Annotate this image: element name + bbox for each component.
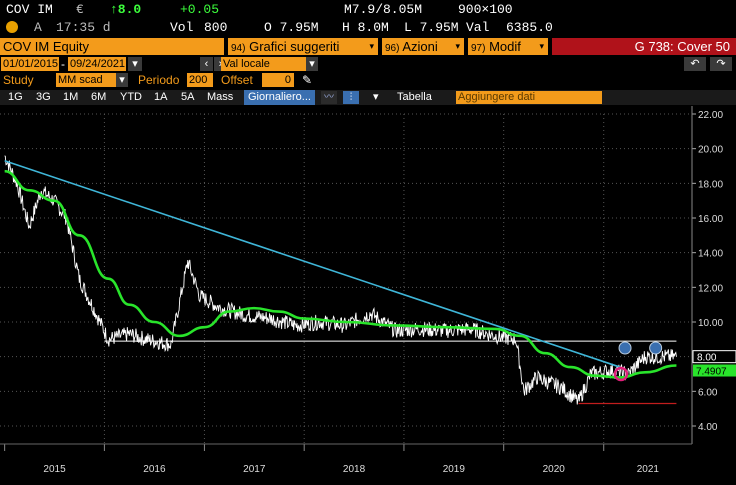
date-range-bar: 01/01/2015 - 09/24/2021 ▾ ‹ › Val locale… (0, 57, 736, 72)
last-time: 17:35 d (56, 20, 111, 35)
open-price: O 7.95M (264, 20, 319, 35)
price-tag-label: 8.00 (697, 353, 717, 364)
dropdown-arrow-icon: ▾ (369, 41, 374, 51)
table-button[interactable]: Tabella (397, 91, 432, 103)
period-label: Periodo (138, 73, 180, 87)
ticker-bar-2: A 17:35 d Vol 800 O 7.95M H 8.0M L 7.95M… (0, 18, 736, 36)
security-field[interactable]: COV IM Equity (0, 38, 224, 55)
price-change: +0.05 (180, 2, 220, 17)
security-bar: COV IM Equity 94) Grafici suggeriti ▾ 96… (0, 38, 736, 55)
y-tick-label: 18.00 (698, 179, 723, 190)
range-1g[interactable]: 1G (8, 91, 23, 103)
highlight-circle (613, 366, 629, 382)
x-tick-label: 2021 (637, 464, 660, 475)
x-tick-label: 2019 (443, 464, 466, 475)
redo-button[interactable]: ↷ (710, 57, 732, 71)
range-ytd[interactable]: YTD (120, 91, 142, 103)
y-tick-label: 20.00 (698, 145, 723, 156)
candle-chart-icon[interactable]: ⫶ (343, 91, 359, 104)
ticker-symbol[interactable]: COV IM (6, 2, 53, 17)
pencil-icon[interactable]: ✎ (302, 73, 313, 87)
currency: € (76, 2, 84, 17)
start-date-input[interactable]: 01/01/2015 (1, 57, 59, 71)
range-5a[interactable]: 5A (181, 91, 195, 103)
study-dropdown[interactable]: ▾ (116, 73, 128, 87)
y-tick-label: 16.00 (698, 214, 723, 225)
undo-button[interactable]: ↶ (684, 57, 706, 71)
prev-period-button[interactable]: ‹ (200, 57, 213, 71)
menu-suggested-charts[interactable]: 94) Grafici suggeriti ▾ (228, 38, 378, 55)
gauge-icon (6, 21, 18, 33)
study-bar: Study MM scad ▾ Periodo 200 Offset 0 ✎ (0, 73, 736, 88)
range-1a[interactable]: 1A (154, 91, 168, 103)
bid-ask: M7.9/8.05M (344, 2, 423, 17)
volume: 800 (204, 20, 228, 35)
price-chart[interactable]: 22.00 20.00 18.00 16.00 14.00 12.00 10.00 8.00 6… (0, 106, 736, 485)
value-label: Val (466, 20, 490, 35)
x-tick-label: 2016 (143, 464, 166, 475)
y-tick-label: 12.00 (698, 283, 723, 294)
currency-mode-dropdown[interactable]: ▾ (306, 57, 318, 71)
study-label: Study (3, 73, 34, 87)
trade-flag: A (34, 20, 42, 35)
chart-toolbar: 1G 3G 1M 6M YTD 1A 5A Mass Giornaliero..… (0, 90, 736, 105)
range-3g[interactable]: 3G (36, 91, 51, 103)
range-max[interactable]: Mass (207, 91, 234, 103)
menu-edit[interactable]: 97) Modif ▾ (468, 38, 548, 55)
end-date-input[interactable]: 09/24/2021 (68, 57, 126, 71)
x-tick-label: 2020 (543, 464, 566, 475)
price-series (4, 155, 677, 405)
event-marker-icon (649, 341, 663, 355)
ma-tag-label: 7.4907 (696, 367, 727, 378)
bid-ask-size: 900×100 (458, 2, 513, 17)
moving-average-series (4, 169, 677, 379)
y-tick-label: 4.00 (698, 422, 718, 433)
x-tick-label: 2018 (343, 464, 366, 475)
y-tick-label: 10.00 (698, 318, 723, 329)
last-price: ↑8.0 (110, 2, 142, 17)
menu-actions[interactable]: 96) Azioni ▾ (382, 38, 464, 55)
dropdown-arrow-icon: ▾ (539, 41, 544, 51)
date-separator: - (61, 57, 65, 71)
calendar-dropdown[interactable]: ▾ (128, 57, 142, 71)
y-tick-label: 22.00 (698, 110, 723, 121)
offset-label: Offset (221, 73, 253, 87)
x-tick-label: 2017 (243, 464, 266, 475)
ticker-bar: COV IM € ↑8.0 +0.05 M7.9/8.05M 900×100 (0, 0, 736, 18)
traded-value: 6385.0 (506, 20, 553, 35)
add-data-input[interactable]: Aggiungere dati (456, 91, 602, 104)
ma-tag-box (693, 364, 736, 377)
chart-type-dropdown[interactable]: ▾ (373, 91, 379, 103)
event-marker-icon (618, 341, 632, 355)
line-chart-icon[interactable]: 〰 (321, 91, 337, 104)
dropdown-arrow-icon: ▾ (455, 41, 460, 51)
trendline (4, 160, 621, 368)
range-6m[interactable]: 6M (91, 91, 107, 103)
high-price: H 8.0M (342, 20, 389, 35)
range-1m[interactable]: 1M (63, 91, 79, 103)
volume-label: Vol (170, 20, 194, 35)
page-info: G 738: Cover 50 (552, 38, 736, 55)
offset-input[interactable]: 0 (262, 73, 294, 87)
currency-mode-select[interactable]: Val locale (221, 57, 307, 71)
period-input[interactable]: 200 (187, 73, 213, 87)
study-select[interactable]: MM scad (56, 73, 116, 87)
price-tag-box (692, 350, 736, 364)
frequency-select[interactable]: Giornaliero... (244, 90, 315, 105)
y-tick-label: 6.00 (698, 387, 718, 398)
y-tick-label: 14.00 (698, 249, 723, 260)
low-price: L 7.95M (404, 20, 459, 35)
x-tick-label: 2015 (43, 464, 66, 475)
